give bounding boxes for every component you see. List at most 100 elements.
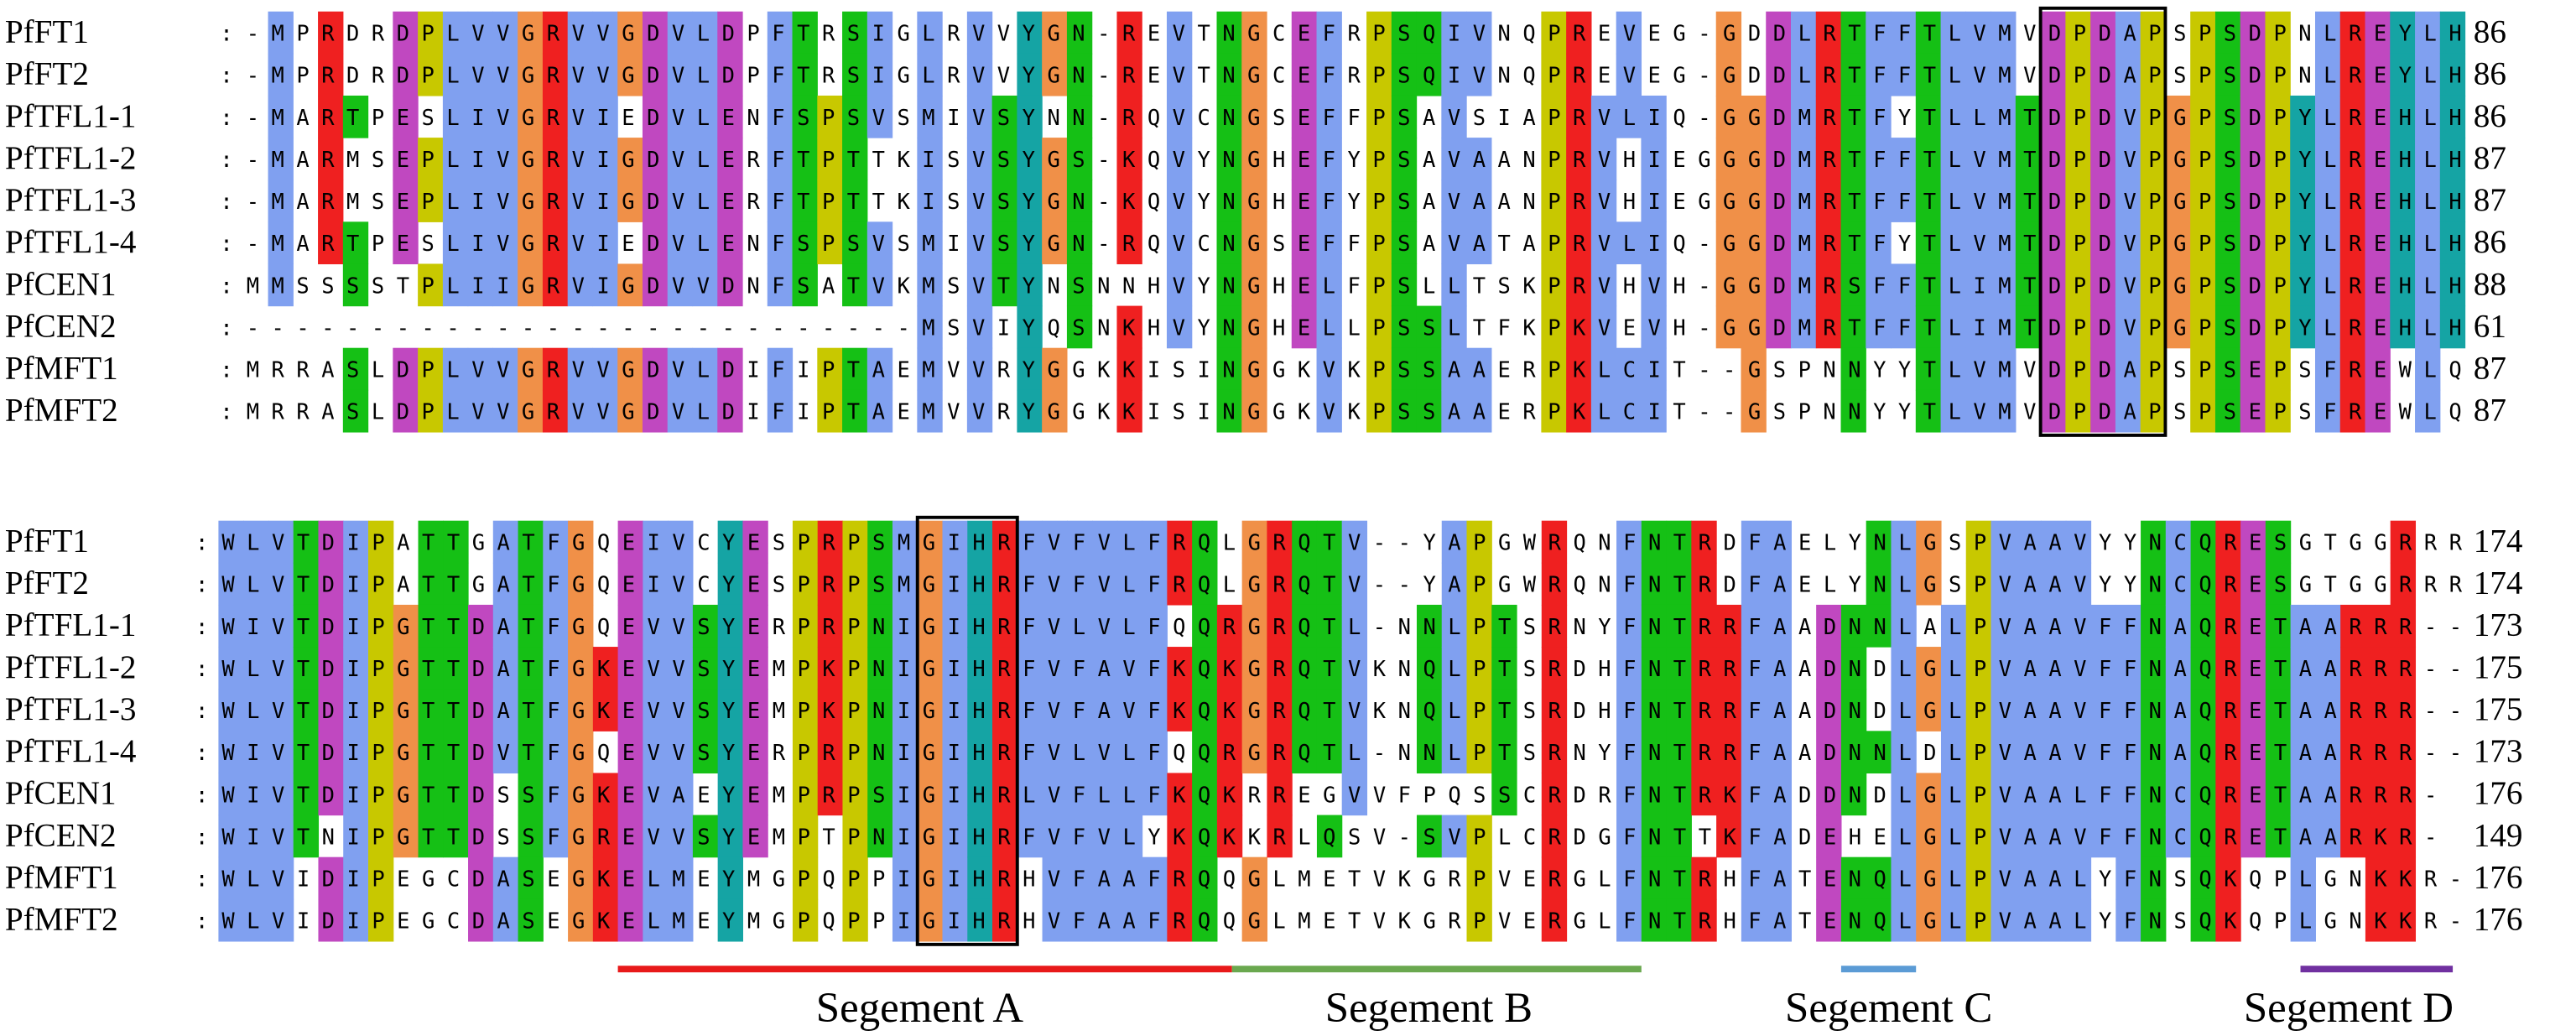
residue-shade (2190, 389, 2216, 433)
residue-shade (1292, 689, 1318, 731)
residue-shade (1241, 898, 1267, 942)
residue-shade (1441, 221, 1467, 265)
residue-shade (1666, 562, 1692, 606)
residue-shade (2016, 856, 2042, 900)
residue-shade (592, 815, 619, 858)
residue-shade (367, 731, 394, 774)
separator: : (195, 615, 208, 640)
residue-shade (992, 773, 1018, 816)
residue-shade (717, 856, 743, 900)
residue-shade (1916, 689, 1942, 731)
residue-shade (1991, 898, 2017, 942)
residue-shade (518, 520, 544, 564)
residue-shade (1416, 347, 1442, 391)
residue-shade (817, 138, 843, 180)
residue-shade (1541, 95, 1567, 138)
residue-shade (2415, 180, 2441, 222)
residue-shade (966, 305, 993, 349)
residue-shade (1641, 138, 1667, 180)
residue-shade (2214, 305, 2241, 349)
sequence-name: PfCEN1 (5, 775, 117, 811)
residue-shade (1866, 221, 1892, 265)
residue-shade (1741, 773, 1767, 816)
residue-shade (1590, 389, 1617, 433)
residue-shade (568, 562, 594, 606)
residue-shade (243, 898, 269, 942)
residue-shade (1741, 221, 1767, 265)
residue-shade (1441, 53, 1467, 96)
residue-shade (1641, 95, 1667, 138)
residue-shade (992, 604, 1018, 648)
residue-shade (2016, 773, 2042, 816)
residue-shade (2390, 815, 2417, 858)
separator: : (220, 400, 232, 425)
residue-shade (1741, 604, 1767, 648)
residue-shade (1715, 221, 1742, 265)
residue-shade (2240, 520, 2266, 564)
residue-shade (617, 11, 643, 55)
residue-shade (1316, 305, 1342, 349)
residue-shade (2115, 389, 2141, 433)
residue-shade (1316, 389, 1342, 433)
residue-shade (2215, 562, 2241, 606)
residue-shade (2390, 221, 2416, 265)
residue-shade (2115, 305, 2141, 349)
residue-shade (1616, 520, 1642, 564)
residue-shade (318, 180, 344, 222)
residue-shade (293, 815, 320, 858)
residue-shade (443, 647, 469, 690)
residue-shade (667, 180, 694, 222)
residue-shade (2415, 95, 2441, 138)
residue-shade (2040, 95, 2066, 138)
residue-shade (1241, 53, 1267, 96)
residue-shade (2090, 689, 2116, 731)
residue-shade (2340, 773, 2366, 816)
residue-shade (1940, 647, 1967, 690)
residue-shade (318, 53, 344, 96)
residue-shade (1915, 180, 1942, 222)
residue-shade (2040, 53, 2066, 96)
residue-shade (642, 347, 669, 391)
residue-shade (817, 95, 843, 138)
residue-count: 86 (2474, 98, 2506, 134)
residue-shade (592, 689, 619, 731)
residue-shade (1391, 221, 1418, 265)
residue-shade (367, 773, 394, 816)
residue-shade (2390, 138, 2416, 180)
residue-shade (1142, 856, 1168, 900)
residue-shade (2240, 263, 2266, 307)
residue-shade (866, 347, 893, 391)
residue-shade (2190, 856, 2216, 900)
residue-shade (1116, 95, 1142, 138)
residue-shade (2265, 11, 2291, 55)
residue-shade (2140, 53, 2167, 96)
residue-shade (667, 95, 694, 138)
residue-shade (1915, 138, 1942, 180)
residue-shade (2240, 11, 2266, 55)
residue-shade (2016, 647, 2042, 690)
residue-shade (742, 773, 768, 816)
residue-shade (1716, 604, 1742, 648)
residue-shade (1066, 263, 1093, 307)
residue-shade (617, 731, 643, 774)
sequence-name: PfCEN2 (5, 308, 117, 344)
residue-shade (2415, 305, 2441, 349)
residue-shade (1292, 604, 1318, 648)
residue-shade (2115, 815, 2141, 858)
residue-shade (1466, 562, 1492, 606)
residue-shade (592, 95, 618, 138)
residue-shade (1991, 689, 2017, 731)
residue-shade (468, 856, 494, 900)
residue-shade (643, 562, 669, 606)
residue-shade (2190, 520, 2216, 564)
residue-shade (1741, 731, 1767, 774)
residue-shade (2265, 53, 2291, 96)
residue-shade (1042, 647, 1068, 690)
residue-shade (1916, 898, 1942, 942)
residue-shade (1840, 53, 1866, 96)
residue-shade (492, 221, 518, 265)
residue-shade (992, 562, 1018, 606)
residue-shade (1466, 689, 1492, 731)
residue-shade (1641, 221, 1667, 265)
residue-shade (2390, 95, 2416, 138)
